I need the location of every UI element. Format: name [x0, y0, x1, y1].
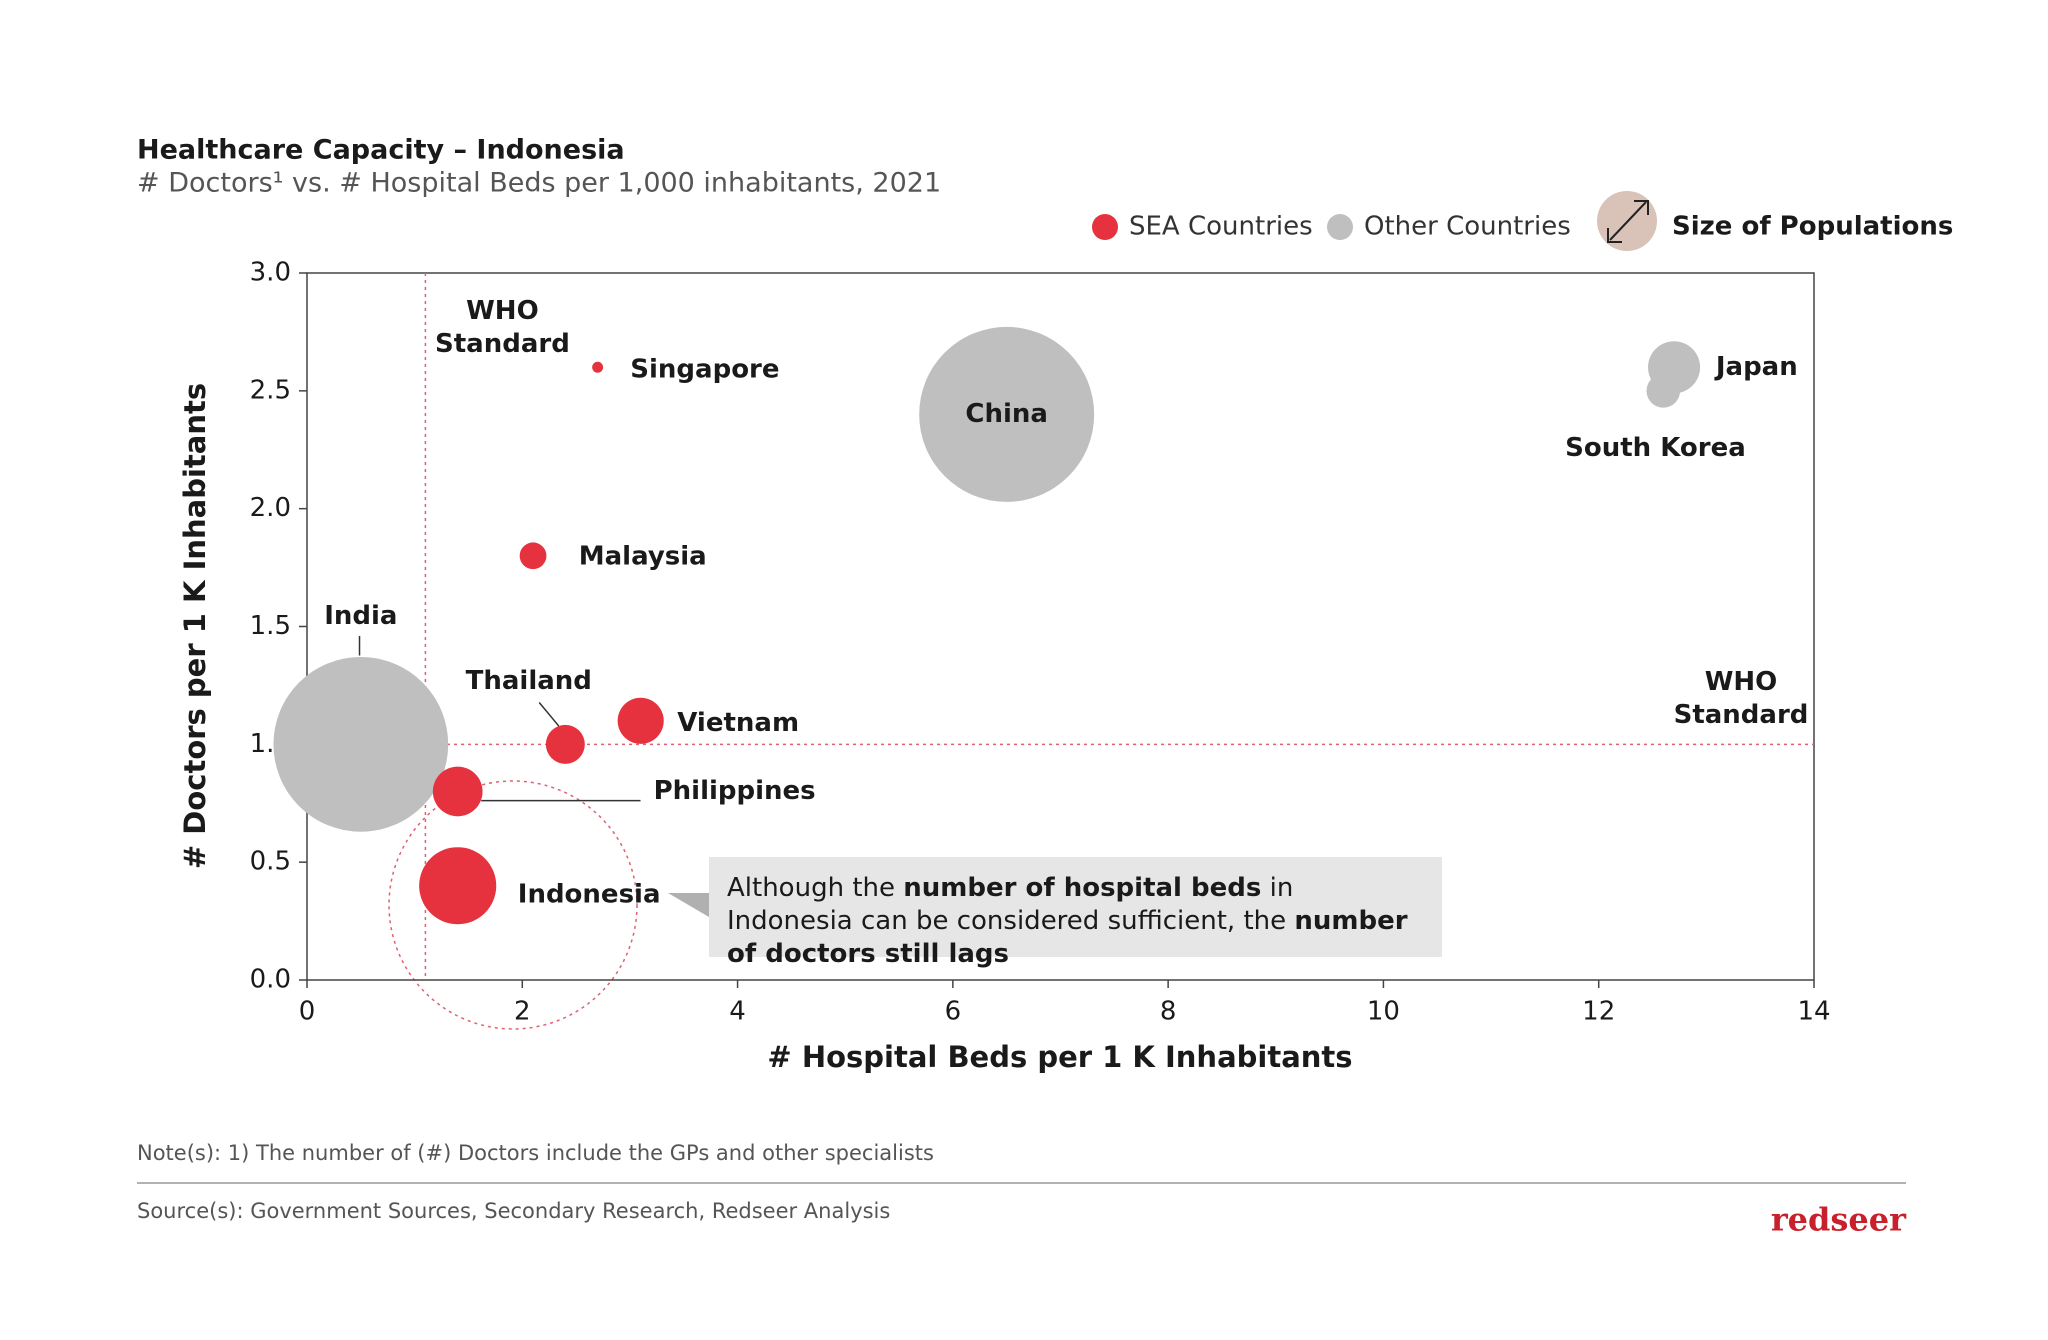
size-legend-arrowhead: [1634, 200, 1649, 215]
x-tick-label: 14: [1797, 997, 1830, 1027]
footer-note: Note(s): 1) The number of (#) Doctors in…: [137, 1141, 934, 1165]
x-axis-label: # Hospital Beds per 1 K Inhabitants: [767, 1040, 1352, 1074]
bubble-label: China: [965, 399, 1048, 429]
size-legend-arrow: [1609, 201, 1647, 241]
bubble: [519, 542, 547, 570]
leader-line: [538, 702, 560, 727]
bubble-label: India: [324, 601, 397, 631]
annotation-text: number of hospital beds: [903, 873, 1262, 903]
legend-marker: [1092, 214, 1118, 240]
bubble-label: South Korea: [1565, 433, 1746, 463]
y-axis-label: # Doctors per 1 K Inhabitants: [178, 383, 212, 869]
bubble: [545, 724, 585, 764]
x-tick-label: 8: [1160, 997, 1177, 1027]
bubble-label: Vietnam: [677, 708, 799, 738]
chart-title: Healthcare Capacity – Indonesia: [137, 135, 625, 166]
bubble-label: Singapore: [630, 354, 779, 384]
bubble: [1648, 341, 1701, 394]
bubble: [419, 847, 497, 925]
bubble: [273, 656, 449, 832]
logo: redseer: [1771, 1201, 1907, 1239]
y-tick-label: 2.0: [250, 493, 291, 523]
y-tick-label: 2.5: [250, 375, 291, 405]
chart-subtitle: # Doctors¹ vs. # Hospital Beds per 1,000…: [137, 168, 941, 199]
x-tick-label: 4: [729, 997, 746, 1027]
y-tick-label: 3.0: [250, 258, 291, 288]
bubble: [617, 697, 664, 744]
legend-label: Other Countries: [1364, 212, 1571, 242]
bubble-label: Thailand: [466, 666, 592, 696]
bubble: [432, 766, 483, 817]
annotation-text: Although the: [727, 873, 904, 903]
x-tick-label: 10: [1367, 997, 1400, 1027]
x-tick-label: 0: [299, 997, 316, 1027]
x-tick-label: 12: [1582, 997, 1615, 1027]
annotation-text: in Indonesia can be considered sufficien…: [727, 873, 1295, 936]
size-legend-label: Size of Populations: [1672, 212, 1953, 242]
bubble-label: Philippines: [654, 776, 816, 806]
bubble-label: Indonesia: [518, 879, 661, 909]
reference-label: WHO Standard: [1673, 667, 1809, 731]
reference-label: WHO Standard: [435, 296, 570, 359]
bubble: [919, 326, 1095, 502]
annotation-pointer: [668, 893, 709, 917]
annotation-text: number of doctors still lags: [727, 906, 1408, 969]
size-legend-arrowhead: [1607, 228, 1622, 243]
legend-label: SEA Countries: [1129, 212, 1313, 242]
bubble-label: Malaysia: [579, 542, 707, 572]
y-tick-label: 0.0: [250, 965, 291, 995]
footer-source: Source(s): Government Sources, Secondary…: [137, 1199, 890, 1223]
bubble: [592, 361, 604, 373]
highlight-circle: [388, 780, 638, 1030]
y-tick-label: 0.5: [250, 847, 291, 877]
annotation-box: Although the number of hospital beds in …: [709, 857, 1442, 969]
legend-marker: [1327, 214, 1353, 240]
x-tick-label: 2: [514, 997, 531, 1027]
bubble-label: Japan: [1714, 352, 1798, 382]
y-tick-label: 1.5: [250, 611, 291, 641]
x-tick-label: 6: [945, 997, 962, 1027]
